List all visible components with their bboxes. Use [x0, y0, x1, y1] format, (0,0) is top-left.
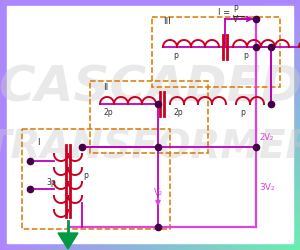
Text: 3p: 3p [46, 177, 56, 186]
Text: P: P [233, 5, 238, 14]
Text: p: p [83, 170, 88, 179]
Text: 2V₂: 2V₂ [259, 132, 273, 141]
Text: I =: I = [218, 8, 230, 17]
Bar [90, 82, 208, 154]
Text: V₂: V₂ [154, 187, 163, 196]
Text: TRANSFORMER: TRANSFORMER [0, 128, 300, 166]
Polygon shape [58, 233, 78, 249]
Text: p: p [173, 51, 178, 60]
Text: I: I [37, 138, 40, 146]
Text: p: p [243, 51, 248, 60]
Text: p: p [240, 108, 245, 116]
Bar [22, 130, 170, 229]
Text: III: III [163, 17, 171, 26]
Text: II: II [103, 83, 108, 92]
Bar [152, 18, 280, 88]
Text: 3V₂: 3V₂ [259, 182, 274, 191]
Text: CASCADED: CASCADED [0, 64, 300, 112]
Text: V: V [233, 15, 238, 24]
Text: 2p: 2p [104, 108, 114, 116]
Text: 2p: 2p [174, 108, 184, 116]
